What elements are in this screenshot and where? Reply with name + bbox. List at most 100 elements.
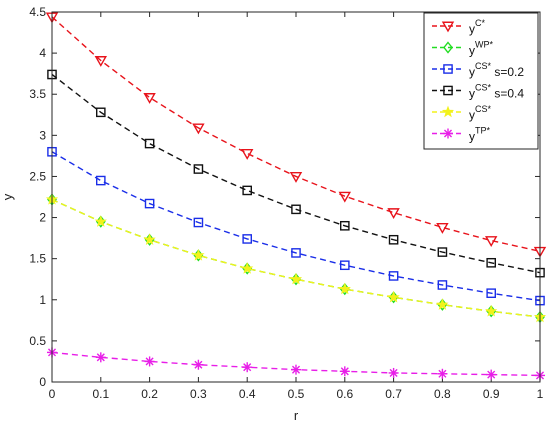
- data-point: [242, 185, 253, 196]
- series-0: [45, 12, 547, 258]
- data-point: [486, 369, 497, 380]
- data-point: [289, 171, 303, 183]
- data-point: [340, 260, 350, 271]
- legend-label: yCS* s=0.2: [469, 61, 524, 79]
- legend-item: yCS* s=0.2: [432, 61, 524, 79]
- data-point: [94, 56, 108, 67]
- legend-label: yTP*: [469, 126, 491, 144]
- y-tick-label: 2.5: [29, 169, 46, 183]
- legend-label-suffix: s=0.2: [491, 65, 524, 79]
- legend-label: yC*: [469, 18, 485, 36]
- legend-swatch-marker: [441, 105, 455, 118]
- data-point: [436, 298, 449, 310]
- data-point: [388, 367, 399, 378]
- x-tick-label: 0.4: [239, 387, 256, 401]
- legend-label-sup: WP*: [475, 40, 493, 50]
- data-point: [289, 272, 303, 285]
- legend-label-sup: CS*: [475, 104, 492, 114]
- plot-frame: [51, 11, 541, 383]
- data-point: [193, 164, 204, 174]
- y-tick-label: 1.5: [29, 252, 46, 266]
- data-point: [143, 233, 156, 245]
- series-line: [51, 16, 541, 252]
- data-point: [193, 217, 204, 228]
- data-point: [242, 362, 253, 373]
- x-tick-label: 0.5: [288, 387, 305, 401]
- series-layer: [45, 12, 547, 381]
- data-point: [143, 93, 156, 104]
- legend-item: yTP*: [432, 126, 491, 144]
- series-line: [51, 151, 541, 302]
- legend-label-base: y: [469, 130, 475, 144]
- legend-item: yCS*: [432, 104, 492, 122]
- data-point: [291, 248, 301, 258]
- data-point: [485, 304, 498, 317]
- data-point: [338, 282, 351, 295]
- ticks: 0 0.1 0.2 0.3 0.4 0.5 0.6 0.7 0.8 0.9 1 0 0.5 1 1.5 2 2.…: [29, 5, 543, 401]
- data-point: [437, 280, 448, 290]
- series-line: [51, 198, 541, 318]
- x-tick-label: 0.2: [141, 387, 158, 401]
- data-point: [192, 123, 205, 135]
- y-tick-label: 0: [39, 375, 46, 389]
- legend-item: yCS* s=0.4: [432, 83, 524, 101]
- data-point: [95, 352, 106, 363]
- y-tick-label: 3: [39, 128, 46, 142]
- legend-label-sup: TP*: [475, 126, 491, 136]
- data-point: [387, 208, 400, 220]
- x-tick-label: 0.9: [483, 387, 500, 401]
- y-tick-label: 4: [39, 46, 46, 60]
- legend-label-sup: CS*: [475, 61, 492, 71]
- data-point: [486, 288, 497, 299]
- y-tick-label: 4.5: [29, 5, 46, 19]
- data-point: [291, 364, 301, 375]
- x-axis-label: r: [294, 408, 299, 423]
- legend-label: yWP*: [469, 40, 493, 58]
- legend-item: yWP*: [432, 40, 493, 58]
- legend-label-base: y: [469, 65, 475, 79]
- data-point: [388, 271, 399, 281]
- series-2: [47, 146, 545, 306]
- legend-label-sup: CS*: [475, 83, 492, 93]
- data-point: [241, 262, 254, 274]
- legend-swatch-marker: [443, 41, 453, 54]
- data-point: [338, 191, 352, 203]
- data-point: [388, 234, 399, 245]
- legend-label-base: y: [469, 87, 475, 101]
- data-point: [387, 290, 400, 303]
- data-point: [193, 359, 204, 370]
- data-point: [144, 356, 155, 367]
- x-tick-label: 0.6: [336, 387, 353, 401]
- legend-swatch-marker: [443, 128, 453, 139]
- data-point: [340, 220, 350, 231]
- legend-item: yC*: [432, 18, 485, 36]
- data-point: [484, 236, 498, 247]
- data-point: [144, 138, 155, 149]
- data-point: [95, 175, 106, 186]
- legend-label-sup: C*: [475, 18, 485, 28]
- legend-label-base: y: [469, 22, 475, 36]
- data-point: [192, 248, 205, 261]
- y-tick-label: 1: [39, 293, 46, 307]
- data-point: [486, 257, 497, 268]
- legend-label-base: y: [469, 108, 475, 122]
- data-point: [339, 366, 350, 377]
- x-tick-label: 0.3: [190, 387, 207, 401]
- x-tick-label: 0: [49, 387, 56, 401]
- legend-label: yCS*: [469, 104, 492, 122]
- legend-swatch-marker: [443, 64, 453, 74]
- data-point: [291, 204, 301, 215]
- data-point: [240, 148, 254, 160]
- data-point: [242, 234, 253, 244]
- data-point: [95, 107, 106, 118]
- data-point: [437, 247, 448, 257]
- y-tick-label: 2: [39, 211, 46, 225]
- legend-label-suffix: s=0.4: [491, 87, 524, 101]
- data-point: [436, 222, 449, 234]
- x-tick-label: 0.1: [92, 387, 109, 401]
- x-tick-label: 0.7: [385, 387, 402, 401]
- data-point: [437, 368, 448, 379]
